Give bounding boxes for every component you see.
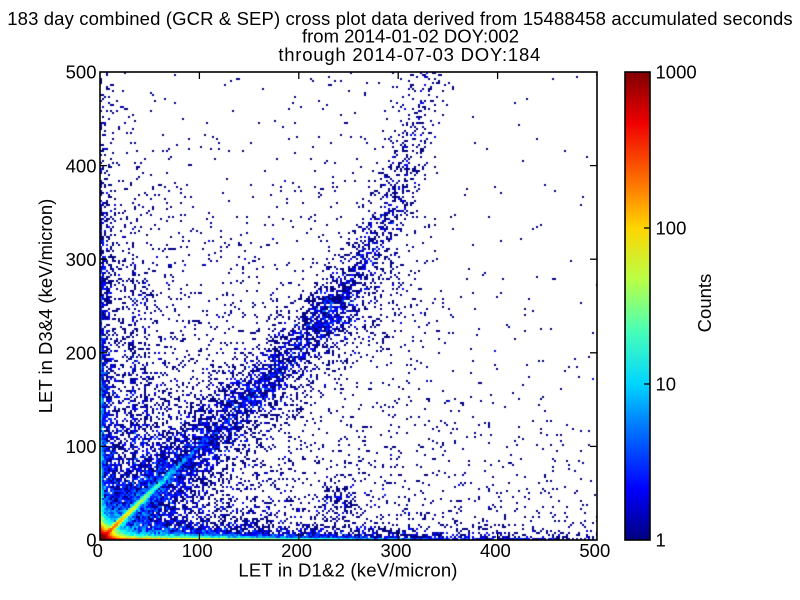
svg-text:1000: 1000 [656,62,697,83]
svg-text:300: 300 [66,249,97,270]
svg-text:0: 0 [93,540,103,561]
svg-text:400: 400 [480,540,511,561]
svg-text:1: 1 [656,530,666,551]
svg-text:100: 100 [182,540,213,561]
svg-text:10: 10 [656,374,677,395]
svg-text:through 2014-07-03 DOY:184: through 2014-07-03 DOY:184 [278,44,541,65]
svg-text:0: 0 [86,530,96,551]
svg-text:400: 400 [66,155,97,176]
svg-text:from 2014-01-02 DOY:002: from 2014-01-02 DOY:002 [302,26,519,47]
svg-text:100: 100 [66,436,97,457]
svg-text:500: 500 [579,540,610,561]
svg-text:LET in D1&2 (keV/micron): LET in D1&2 (keV/micron) [238,560,457,581]
svg-text:LET in D3&4 (keV/micron): LET in D3&4 (keV/micron) [35,199,56,414]
svg-text:200: 200 [66,343,97,364]
svg-text:183 day combined (GCR & SEP) c: 183 day combined (GCR & SEP) cross plot … [7,8,793,29]
svg-text:100: 100 [656,218,687,239]
svg-text:200: 200 [281,540,312,561]
svg-text:500: 500 [66,62,97,83]
svg-text:Counts: Counts [694,274,715,333]
svg-text:300: 300 [381,540,412,561]
